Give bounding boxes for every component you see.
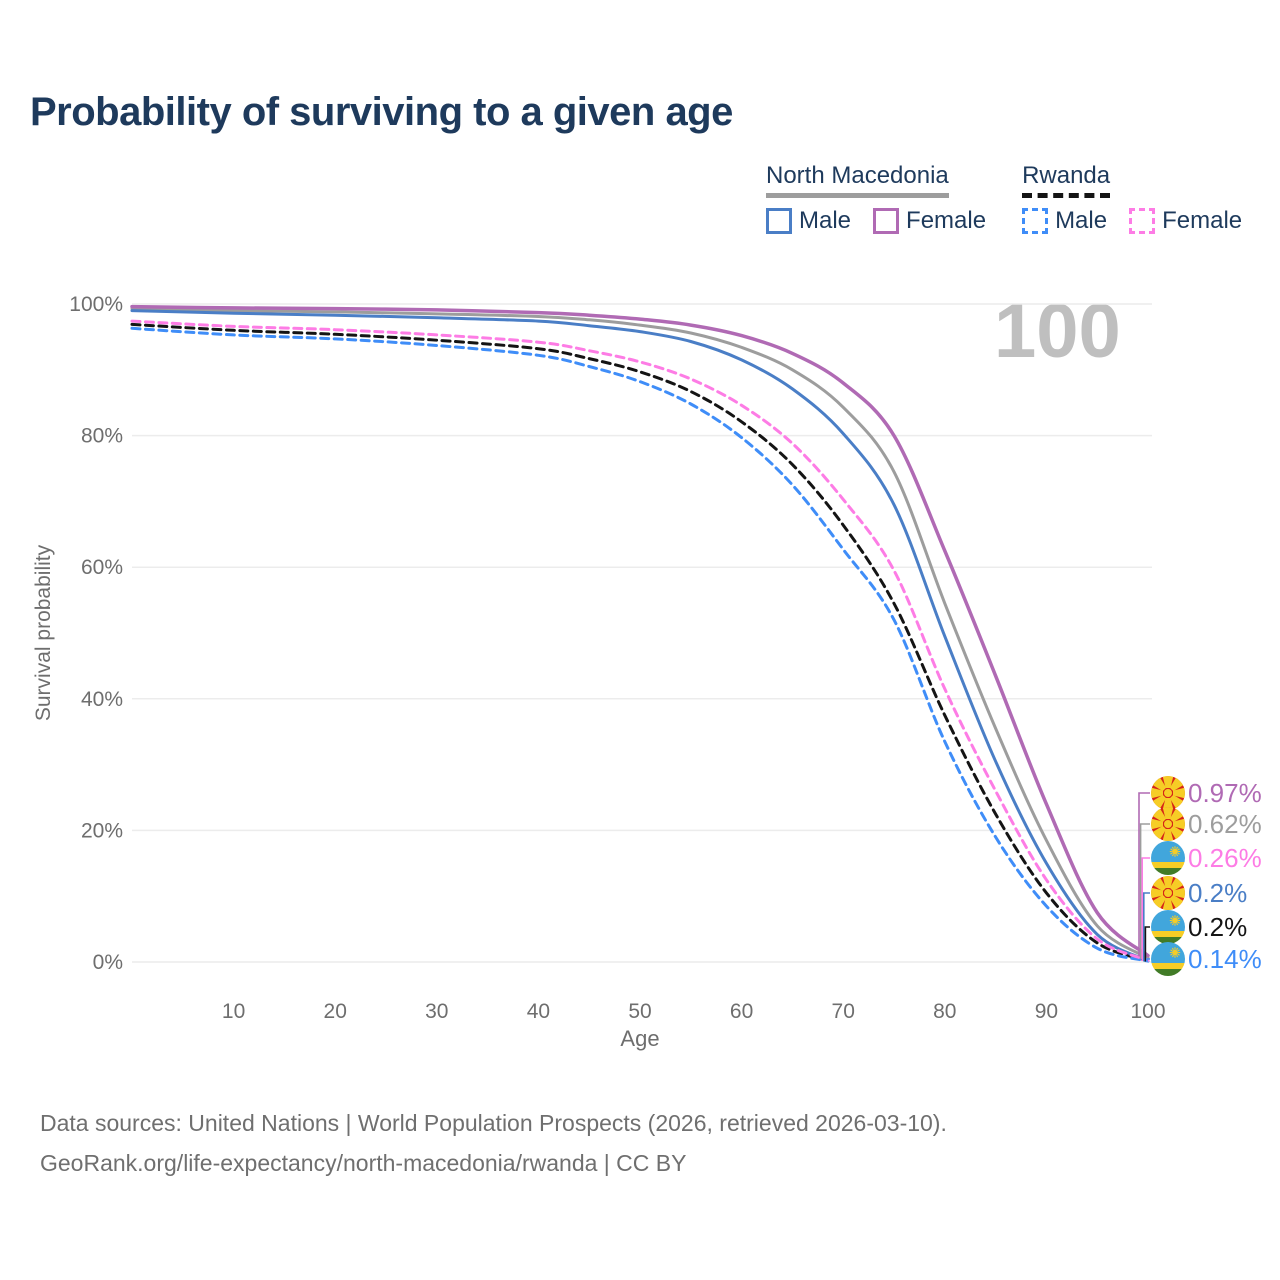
north-macedonia-flag-icon: [1151, 776, 1185, 810]
solid-line-swatch-icon: [766, 208, 792, 234]
legend-rwanda-total[interactable]: Rwanda: [1022, 162, 1111, 198]
curve-rwanda-female: [130, 319, 1150, 962]
x-tick-label: 70: [832, 1000, 855, 1023]
legend-group-rwanda: Rwanda Male Female: [1022, 162, 1242, 235]
legend-group-north-macedonia: North Macedonia Male Female: [766, 162, 986, 235]
legend-rwanda-male[interactable]: Male: [1022, 207, 1107, 235]
north-macedonia-flag-icon: [1151, 876, 1185, 910]
x-tick-label: 30: [425, 1000, 448, 1023]
age-counter-watermark: 100: [994, 294, 1121, 370]
y-tick-label: 0%: [93, 951, 123, 974]
x-tick-label: 100: [1130, 1000, 1165, 1023]
legend-rwanda-female[interactable]: Female: [1129, 207, 1242, 235]
y-axis-title: Survival probability: [32, 544, 55, 722]
x-tick-label: 10: [222, 1000, 245, 1023]
legend-item-label: Male: [799, 207, 852, 234]
curve-rwanda-male: [130, 326, 1150, 963]
end-value-north-macedonia-male: 0.2%: [1188, 878, 1247, 908]
data-sources-note: Data sources: United Nations | World Pop…: [40, 1110, 947, 1136]
y-tick-label: 80%: [81, 425, 123, 448]
curve-rwanda: [130, 322, 1150, 963]
x-tick-label: 60: [730, 1000, 753, 1023]
x-tick-label: 50: [628, 1000, 651, 1023]
page-title: Probability of surviving to a given age: [30, 90, 733, 134]
legend-item-label: Male: [1055, 207, 1108, 234]
end-value-rwanda-male: 0.14%: [1188, 944, 1262, 974]
end-value-rwanda-female: 0.26%: [1188, 843, 1262, 873]
end-label-connector: [1144, 926, 1150, 962]
dashed-line-swatch-icon: [1022, 208, 1049, 234]
y-tick-label: 40%: [81, 688, 123, 711]
x-tick-label: 80: [933, 1000, 956, 1023]
x-tick-label: 20: [324, 1000, 347, 1023]
chart-legend: North Macedonia Male Female Rwanda Male …: [766, 162, 1242, 235]
legend-item-label: Female: [906, 207, 987, 234]
y-tick-label: 60%: [81, 556, 123, 579]
rwanda-flag-icon: [1151, 910, 1185, 944]
plot-area[interactable]: [132, 304, 1148, 962]
dashed-line-swatch-icon: [1129, 208, 1156, 234]
x-axis-title: Age: [620, 1026, 660, 1051]
curve-north-macedonia-female: [130, 304, 1150, 958]
attribution-link: GeoRank.org/life-expectancy/north-macedo…: [40, 1150, 687, 1176]
rwanda-flag-icon: [1151, 942, 1185, 976]
x-tick-label: 40: [527, 1000, 550, 1023]
y-tick-label: 20%: [81, 819, 123, 842]
north-macedonia-flag-icon: [1151, 807, 1185, 841]
rwanda-flag-icon: [1151, 841, 1185, 875]
curve-north-macedonia: [130, 307, 1150, 960]
end-value-north-macedonia: 0.62%: [1188, 809, 1262, 839]
solid-line-swatch-icon: [873, 208, 900, 234]
end-label-connector: [1146, 958, 1150, 962]
end-value-north-macedonia-female: 0.97%: [1188, 778, 1262, 808]
legend-north-macedonia-male[interactable]: Male: [766, 207, 851, 235]
end-value-rwanda: 0.2%: [1188, 912, 1247, 942]
legend-north-macedonia-total[interactable]: North Macedonia: [766, 162, 949, 198]
legend-item-label: Female: [1162, 207, 1243, 234]
curve-north-macedonia-male: [130, 309, 1150, 963]
y-tick-label: 100%: [69, 293, 123, 316]
x-tick-label: 90: [1035, 1000, 1058, 1023]
legend-north-macedonia-female[interactable]: Female: [873, 207, 986, 235]
